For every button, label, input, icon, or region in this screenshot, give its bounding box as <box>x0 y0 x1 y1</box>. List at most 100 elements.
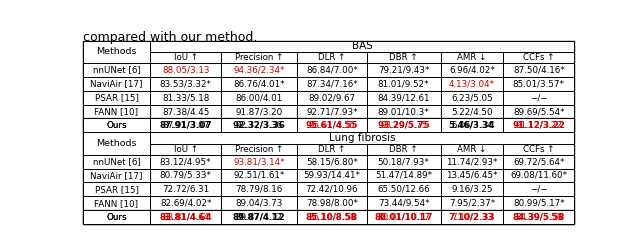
Bar <box>150 210 221 224</box>
Bar <box>150 105 221 119</box>
Bar <box>367 196 441 210</box>
Text: Ours: Ours <box>106 121 127 130</box>
Bar <box>441 91 503 105</box>
Text: −/−: −/− <box>530 93 548 102</box>
Bar <box>441 144 503 155</box>
Text: 5.46/3.34: 5.46/3.34 <box>449 121 495 130</box>
Text: CCFs ↑: CCFs ↑ <box>523 145 554 154</box>
Text: 5.22/4.50: 5.22/4.50 <box>451 107 493 116</box>
Text: 83.12/4.95*: 83.12/4.95* <box>160 157 211 166</box>
Bar <box>297 63 367 77</box>
Text: 87.38/4.45: 87.38/4.45 <box>162 107 209 116</box>
Text: 84.39/5.58: 84.39/5.58 <box>515 213 563 222</box>
Text: 93.29/5.75: 93.29/5.75 <box>378 121 430 130</box>
Text: 69.72/5.64*: 69.72/5.64* <box>513 157 564 166</box>
Text: 89.04/3.73: 89.04/3.73 <box>236 199 283 208</box>
Text: 91.12/3.22: 91.12/3.22 <box>515 121 562 130</box>
Text: 7.95/2.37*: 7.95/2.37* <box>449 199 495 208</box>
Text: DLR ↑: DLR ↑ <box>318 145 346 154</box>
Bar <box>150 119 221 132</box>
Bar <box>150 77 221 91</box>
Bar <box>150 52 221 63</box>
Bar <box>297 119 367 132</box>
Text: 85.10/8.58: 85.10/8.58 <box>306 213 358 222</box>
Text: 84.39/5.58: 84.39/5.58 <box>513 213 565 222</box>
Bar <box>503 210 575 224</box>
Bar <box>503 210 575 224</box>
Text: 6.96/4.02*: 6.96/4.02* <box>449 65 495 74</box>
Bar <box>221 169 297 182</box>
Bar <box>441 77 503 91</box>
Bar <box>221 210 297 224</box>
Text: PSAR [15]: PSAR [15] <box>95 93 138 102</box>
Text: 50.18/7.93*: 50.18/7.93* <box>378 157 429 166</box>
Bar <box>441 210 503 224</box>
Text: 89.02/9.67: 89.02/9.67 <box>308 93 355 102</box>
Text: FANN [10]: FANN [10] <box>95 199 139 208</box>
Bar <box>441 119 503 132</box>
Bar <box>83 210 150 224</box>
Bar <box>367 91 441 105</box>
Bar <box>441 119 503 132</box>
Bar <box>503 169 575 182</box>
Text: Ours: Ours <box>106 121 127 130</box>
Text: CCFs ↑: CCFs ↑ <box>523 53 554 62</box>
Text: DBR ↑: DBR ↑ <box>389 53 418 62</box>
Bar <box>150 41 575 52</box>
Text: 6.23/5.05: 6.23/5.05 <box>451 93 493 102</box>
Text: Methods: Methods <box>96 139 137 148</box>
Text: 59.93/14.41*: 59.93/14.41* <box>303 171 360 180</box>
Text: 92.32/3.36: 92.32/3.36 <box>233 121 285 130</box>
Text: 51.47/14.89*: 51.47/14.89* <box>375 171 432 180</box>
Bar <box>441 63 503 77</box>
Bar <box>441 155 503 169</box>
Bar <box>503 196 575 210</box>
Text: 84.39/12.61: 84.39/12.61 <box>378 93 430 102</box>
Bar <box>83 41 150 63</box>
Bar <box>221 52 297 63</box>
Bar <box>441 169 503 182</box>
Bar <box>503 52 575 63</box>
Text: 65.50/12.66: 65.50/12.66 <box>378 185 430 194</box>
Text: 93.29/5.75: 93.29/5.75 <box>380 121 428 130</box>
Text: 92.71/7.93*: 92.71/7.93* <box>306 107 358 116</box>
Bar <box>221 77 297 91</box>
Bar <box>83 105 150 119</box>
Text: 92.51/1.61*: 92.51/1.61* <box>234 171 285 180</box>
Bar <box>441 105 503 119</box>
Bar <box>150 91 221 105</box>
Bar <box>367 144 441 155</box>
Bar <box>367 119 441 132</box>
Text: 9.16/3.25: 9.16/3.25 <box>451 185 493 194</box>
Text: 80.99/5.17*: 80.99/5.17* <box>513 199 564 208</box>
Text: 86.76/4.01*: 86.76/4.01* <box>234 79 285 88</box>
Text: compared with our method.: compared with our method. <box>83 31 257 44</box>
Text: 81.01/9.52*: 81.01/9.52* <box>378 79 429 88</box>
Text: 81.33/5.18: 81.33/5.18 <box>162 93 209 102</box>
Text: 86.84/7.00*: 86.84/7.00* <box>306 65 358 74</box>
Bar <box>83 91 150 105</box>
Text: 89.01/10.3*: 89.01/10.3* <box>378 107 429 116</box>
Text: 89.87/4.12: 89.87/4.12 <box>233 213 285 222</box>
Bar <box>441 210 503 224</box>
Bar <box>503 155 575 169</box>
Text: AMR ↓: AMR ↓ <box>457 145 486 154</box>
Text: Precision ↑: Precision ↑ <box>235 145 284 154</box>
Bar <box>297 105 367 119</box>
Bar <box>367 52 441 63</box>
Bar <box>367 119 441 132</box>
Text: 87.91/3.07: 87.91/3.07 <box>162 121 209 130</box>
Bar <box>441 196 503 210</box>
Text: 82.69/4.02*: 82.69/4.02* <box>160 199 211 208</box>
Bar <box>150 169 221 182</box>
Bar <box>221 210 297 224</box>
Text: 69.08/11.60*: 69.08/11.60* <box>510 171 567 180</box>
Bar <box>297 210 367 224</box>
Bar <box>503 119 575 132</box>
Bar <box>297 182 367 196</box>
Bar <box>367 63 441 77</box>
Bar <box>441 182 503 196</box>
Bar <box>503 77 575 91</box>
Text: IoU ↑: IoU ↑ <box>173 53 198 62</box>
Bar <box>221 91 297 105</box>
